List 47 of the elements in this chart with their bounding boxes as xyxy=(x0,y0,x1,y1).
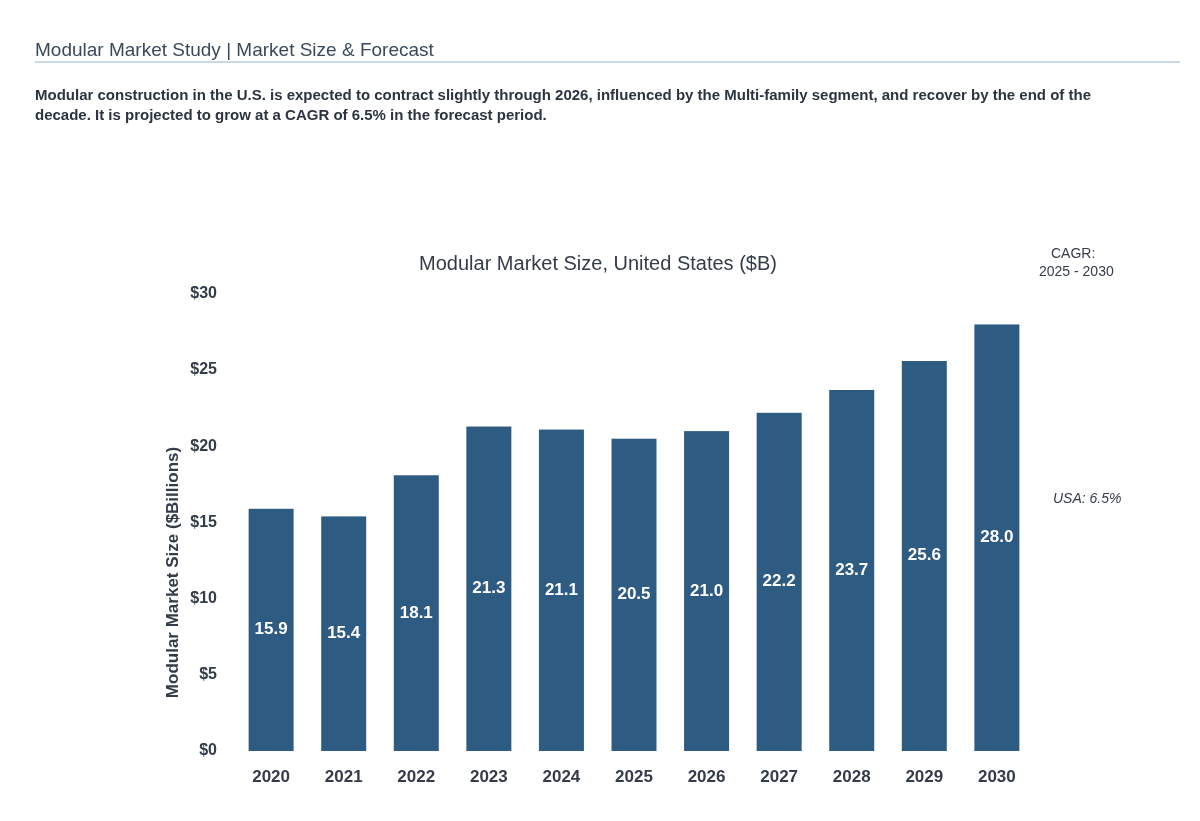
x-tick-label: 2030 xyxy=(977,767,1016,786)
data-label: 20.5 xyxy=(617,584,651,604)
bar xyxy=(538,429,584,751)
x-tick-label: 2023 xyxy=(469,767,508,786)
bar xyxy=(901,361,947,751)
data-label: 15.4 xyxy=(327,623,361,643)
x-tick-label: 2022 xyxy=(397,767,436,786)
bar xyxy=(756,412,802,751)
chart-title: Modular Market Size, United States ($B) xyxy=(419,252,777,274)
bar xyxy=(611,438,657,751)
data-label: 25.6 xyxy=(907,545,941,565)
y-tick-label: $15 xyxy=(190,512,218,530)
data-label: 21.1 xyxy=(544,579,578,599)
text: 2025 - 2030 xyxy=(1039,263,1114,279)
bar xyxy=(829,389,875,751)
y-axis-title: Modular Market Size ($Billions) xyxy=(163,446,182,699)
chart-subtitle: Modular construction in the U.S. is expected to contract slightly through 2026, influenced by the Multi-family segment, and recover by the end of the decade. It is projected to grow at a CAGR of 6.5% in the forecast period. xyxy=(35,86,1091,123)
y-tick-label: $0 xyxy=(199,741,218,759)
bar xyxy=(321,516,367,751)
bar xyxy=(393,475,439,751)
bar xyxy=(684,431,730,751)
x-tick-label: 2029 xyxy=(905,767,944,786)
text: USA: 6.5% xyxy=(1053,490,1122,506)
y-tick-label: $5 xyxy=(199,665,218,683)
data-label: 23.7 xyxy=(835,559,869,579)
bar xyxy=(974,324,1020,751)
data-label: 28.0 xyxy=(980,527,1014,547)
x-tick-label: 2020 xyxy=(252,767,291,786)
x-tick-label: 2024 xyxy=(542,767,581,786)
text: CAGR: xyxy=(1051,245,1096,261)
text: Modular Market Study | Market Size & Forecast xyxy=(35,39,435,60)
x-tick-label: 2026 xyxy=(687,767,726,786)
y-tick-label: $25 xyxy=(190,360,218,378)
data-label: 21.3 xyxy=(472,578,506,598)
data-label: 15.9 xyxy=(254,619,288,639)
x-tick-label: 2028 xyxy=(832,767,871,786)
data-label: 21.0 xyxy=(690,580,724,600)
x-tick-label: 2027 xyxy=(760,767,799,786)
y-tick-label: $20 xyxy=(190,436,218,454)
y-tick-label: $30 xyxy=(190,284,218,302)
data-label: 22.2 xyxy=(762,571,796,591)
data-label: 18.1 xyxy=(399,602,433,622)
x-tick-label: 2025 xyxy=(615,767,653,786)
y-tick-label: $10 xyxy=(190,588,218,606)
bar xyxy=(248,508,294,751)
bar xyxy=(466,426,512,751)
x-tick-label: 2021 xyxy=(324,767,363,786)
